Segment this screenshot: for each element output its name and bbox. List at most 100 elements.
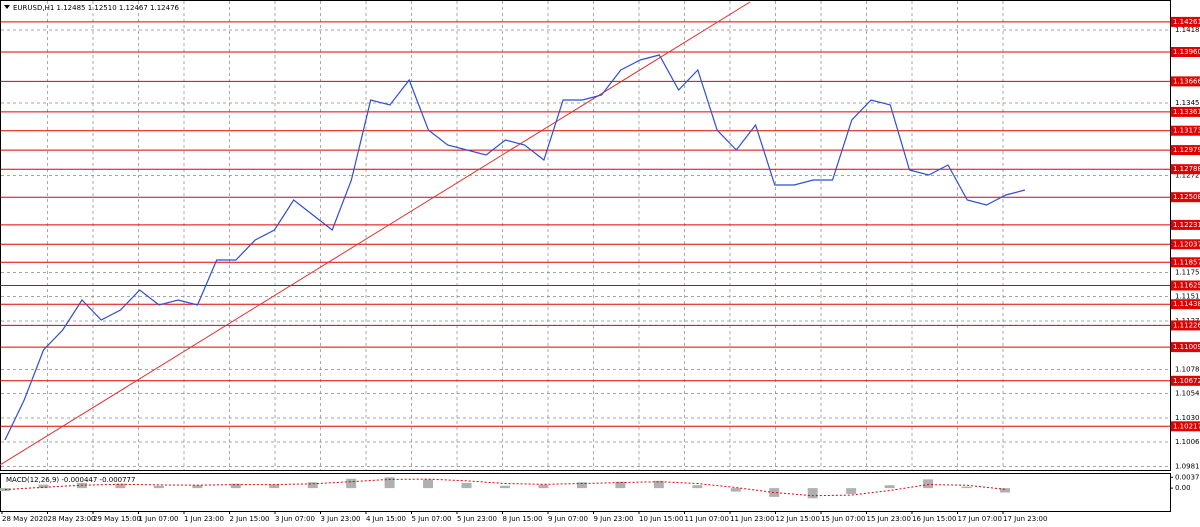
price-line bbox=[4, 54, 1026, 441]
level-label-box bbox=[1171, 320, 1200, 331]
level-label-box bbox=[1171, 145, 1200, 156]
y-tick-label: 1.10545 bbox=[1175, 390, 1200, 398]
level-label: 1.11226 bbox=[1173, 321, 1200, 329]
macd-tick-label: 0.00 bbox=[1175, 484, 1191, 492]
x-tick-label: 15 Jun 23:00 bbox=[867, 515, 911, 523]
macd-title: MACD(12,26,9) -0.000447 -0.000777 bbox=[6, 476, 135, 484]
level-label: 1.12979 bbox=[1173, 146, 1200, 154]
level-label-box bbox=[1171, 342, 1200, 353]
level-label-box bbox=[1171, 299, 1200, 310]
y-tick-label: 1.14180 bbox=[1175, 26, 1200, 34]
macd-bar bbox=[38, 484, 49, 489]
macd-bar bbox=[1000, 488, 1010, 493]
macd-signal bbox=[4, 478, 1006, 497]
y-tick-label: 1.12725 bbox=[1175, 172, 1200, 180]
macd-bar bbox=[500, 485, 510, 489]
macd-frame bbox=[0, 473, 1171, 512]
level-label-box bbox=[1171, 16, 1200, 27]
macd-bar bbox=[384, 477, 395, 489]
level-label: 1.11625 bbox=[1173, 282, 1200, 290]
macd-bar bbox=[423, 479, 434, 489]
level-label-box bbox=[1171, 125, 1200, 136]
y-tick-label: 1.09815 bbox=[1175, 463, 1200, 471]
level-label: 1.13361 bbox=[1173, 108, 1200, 116]
level-label: 1.13960 bbox=[1173, 48, 1200, 56]
x-tick-label: 5 Jun 23:00 bbox=[457, 515, 497, 523]
x-tick-label: 29 May 15:00 bbox=[93, 515, 141, 523]
x-tick-label: 5 Jun 07:00 bbox=[412, 515, 452, 523]
y-tick-label: 1.11755 bbox=[1175, 269, 1200, 277]
macd-bar bbox=[692, 485, 703, 489]
macd-bar bbox=[307, 482, 318, 489]
x-tick-label: 2 Jun 15:00 bbox=[230, 515, 270, 523]
macd-bar bbox=[884, 485, 895, 489]
x-tick-label: 8 Jun 15:00 bbox=[503, 515, 543, 523]
macd-bar bbox=[153, 485, 164, 489]
y-tick-label: 1.11515 bbox=[1175, 293, 1200, 301]
level-label-box bbox=[1171, 219, 1200, 230]
y-tick-label: 1.10785 bbox=[1175, 366, 1200, 374]
x-tick-label: 17 Jun 07:00 bbox=[958, 515, 1002, 523]
menu-arrow[interactable] bbox=[4, 5, 10, 9]
level-label-box bbox=[1171, 192, 1200, 203]
macd-bar bbox=[461, 482, 472, 489]
level-label: 1.12788 bbox=[1173, 165, 1200, 173]
macd-bar bbox=[807, 488, 818, 499]
level-label: 1.12037 bbox=[1173, 240, 1200, 248]
macd-bar bbox=[769, 488, 780, 497]
macd-bar bbox=[230, 483, 241, 489]
main-frame bbox=[0, 0, 1171, 471]
x-tick-label: 12 Jun 15:00 bbox=[776, 515, 820, 523]
x-tick-label: 16 Jun 15:00 bbox=[912, 515, 956, 523]
level-label: 1.12231 bbox=[1173, 221, 1200, 229]
level-label: 1.10672 bbox=[1173, 377, 1200, 385]
y-tick-label: 1.10060 bbox=[1175, 438, 1200, 446]
x-tick-label: 1 Jun 23:00 bbox=[184, 515, 224, 523]
x-tick-label: 4 Jun 15:00 bbox=[366, 515, 406, 523]
x-tick-label: 9 Jun 07:00 bbox=[548, 515, 588, 523]
macd-bar bbox=[961, 486, 972, 489]
level-label: 1.13666 bbox=[1173, 77, 1200, 85]
level-label-box bbox=[1171, 375, 1200, 386]
level-label-box bbox=[1171, 106, 1200, 117]
level-label-box bbox=[1171, 280, 1200, 291]
macd-bar bbox=[653, 480, 664, 489]
chart-title: EURUSD,H1 1.12485 1.12510 1.12467 1.1247… bbox=[13, 4, 180, 12]
level-label: 1.14261 bbox=[1173, 18, 1200, 26]
level-label-box bbox=[1171, 47, 1200, 57]
y-tick-label: 1.10300 bbox=[1175, 414, 1200, 422]
level-label-box bbox=[1171, 257, 1200, 268]
x-tick-label: 28 May 23:00 bbox=[48, 515, 96, 523]
level-label: 1.11009 bbox=[1173, 343, 1200, 351]
macd-bar bbox=[538, 484, 549, 489]
macd-bar bbox=[923, 479, 934, 489]
x-tick-label: 15 Jun 07:00 bbox=[821, 515, 865, 523]
level-label: 1.11438 bbox=[1173, 300, 1200, 308]
level-label: 1.11857 bbox=[1173, 258, 1200, 266]
x-tick-label: 11 Jun 23:00 bbox=[730, 515, 774, 523]
macd-tick-label: 0.003723 bbox=[1175, 473, 1200, 481]
level-label: 1.13173 bbox=[1173, 127, 1200, 135]
macd-bar bbox=[846, 488, 857, 494]
x-tick-label: 10 Jun 15:00 bbox=[639, 515, 683, 523]
macd-bar bbox=[615, 481, 626, 489]
macd-bar bbox=[576, 482, 587, 489]
level-label-box bbox=[1171, 239, 1200, 250]
x-tick-label: 9 Jun 23:00 bbox=[594, 515, 634, 523]
trendline bbox=[0, 1, 751, 466]
level-label: 1.10217 bbox=[1173, 422, 1200, 430]
macd-bar bbox=[346, 478, 357, 489]
macd-bar bbox=[192, 485, 203, 489]
x-tick-label: 11 Jun 07:00 bbox=[685, 515, 729, 523]
level-label-box bbox=[1171, 421, 1200, 432]
macd-bar bbox=[115, 483, 126, 489]
macd-bar bbox=[269, 484, 280, 489]
x-tick-label: 3 Jun 23:00 bbox=[321, 515, 361, 523]
x-tick-label: 17 Jun 23:00 bbox=[1003, 515, 1047, 523]
x-tick-label: 3 Jun 07:00 bbox=[275, 515, 315, 523]
macd-bar bbox=[730, 488, 741, 492]
level-label-box bbox=[1171, 164, 1200, 175]
level-label: 1.12508 bbox=[1173, 193, 1200, 201]
x-tick-label: 1 Jun 07:00 bbox=[139, 515, 179, 523]
